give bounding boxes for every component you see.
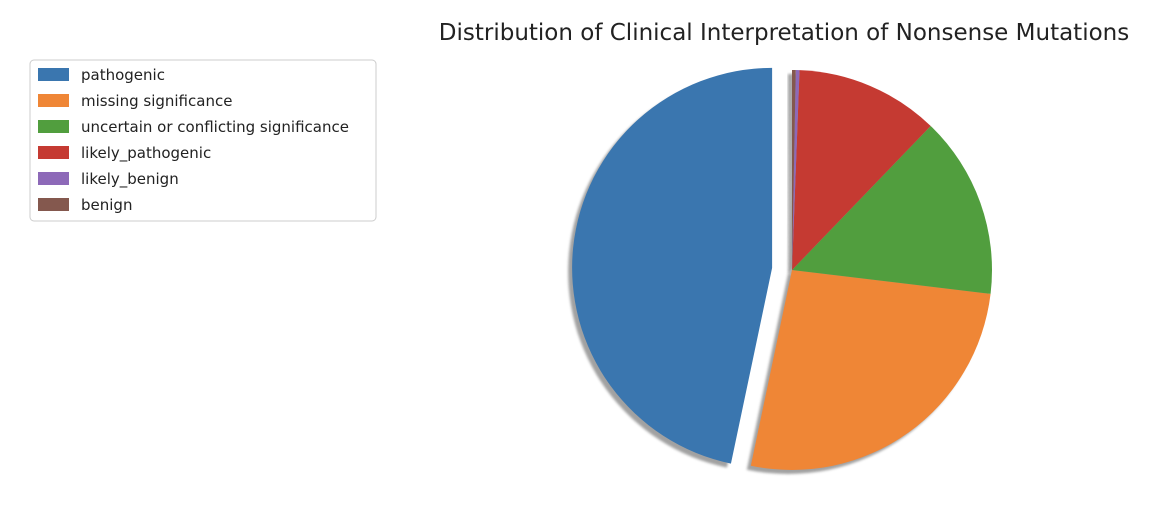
- legend-swatch: [38, 94, 69, 107]
- legend-label: missing significance: [81, 92, 232, 110]
- pie-slice-missing-significance: [750, 270, 991, 470]
- legend-item-pathogenic: pathogenic: [38, 66, 165, 84]
- legend-frame: [29, 59, 377, 222]
- pie-slice-uncertain-or-conflicting-significance: [792, 125, 992, 294]
- legend-item-likely-pathogenic: likely_pathogenic: [38, 144, 211, 163]
- legend-swatch: [38, 120, 69, 133]
- legend-label: benign: [81, 196, 132, 214]
- chart-title: Distribution of Clinical Interpretation …: [439, 20, 1129, 46]
- legend-item-likely-benign: likely_benign: [38, 170, 179, 189]
- legend: pathogenic missing significance uncertain …: [29, 59, 377, 222]
- legend-item-uncertain-or-conflicting-significance: uncertain or conflicting significance: [38, 118, 349, 136]
- legend-label: uncertain or conflicting significance: [81, 118, 349, 136]
- legend-swatch: [38, 198, 69, 211]
- pie-slices: [572, 67, 992, 470]
- legend-swatch: [38, 172, 69, 185]
- legend-swatch: [38, 146, 69, 159]
- pie-slice-pathogenic: [572, 67, 773, 464]
- legend-label: pathogenic: [81, 66, 165, 84]
- pie-slice-benign: [792, 70, 796, 270]
- legend-label: likely_benign: [81, 170, 179, 189]
- legend-item-benign: benign: [38, 196, 132, 214]
- legend-items: pathogenic missing significance uncertain …: [38, 66, 349, 214]
- legend-item-missing-significance: missing significance: [38, 92, 232, 110]
- slice-shadow-benign: [788, 74, 792, 274]
- legend-swatch: [38, 68, 69, 81]
- legend-label: likely_pathogenic: [81, 144, 211, 163]
- pie-slice-likely-pathogenic: [792, 70, 931, 270]
- pie-slice-likely-benign: [792, 70, 800, 271]
